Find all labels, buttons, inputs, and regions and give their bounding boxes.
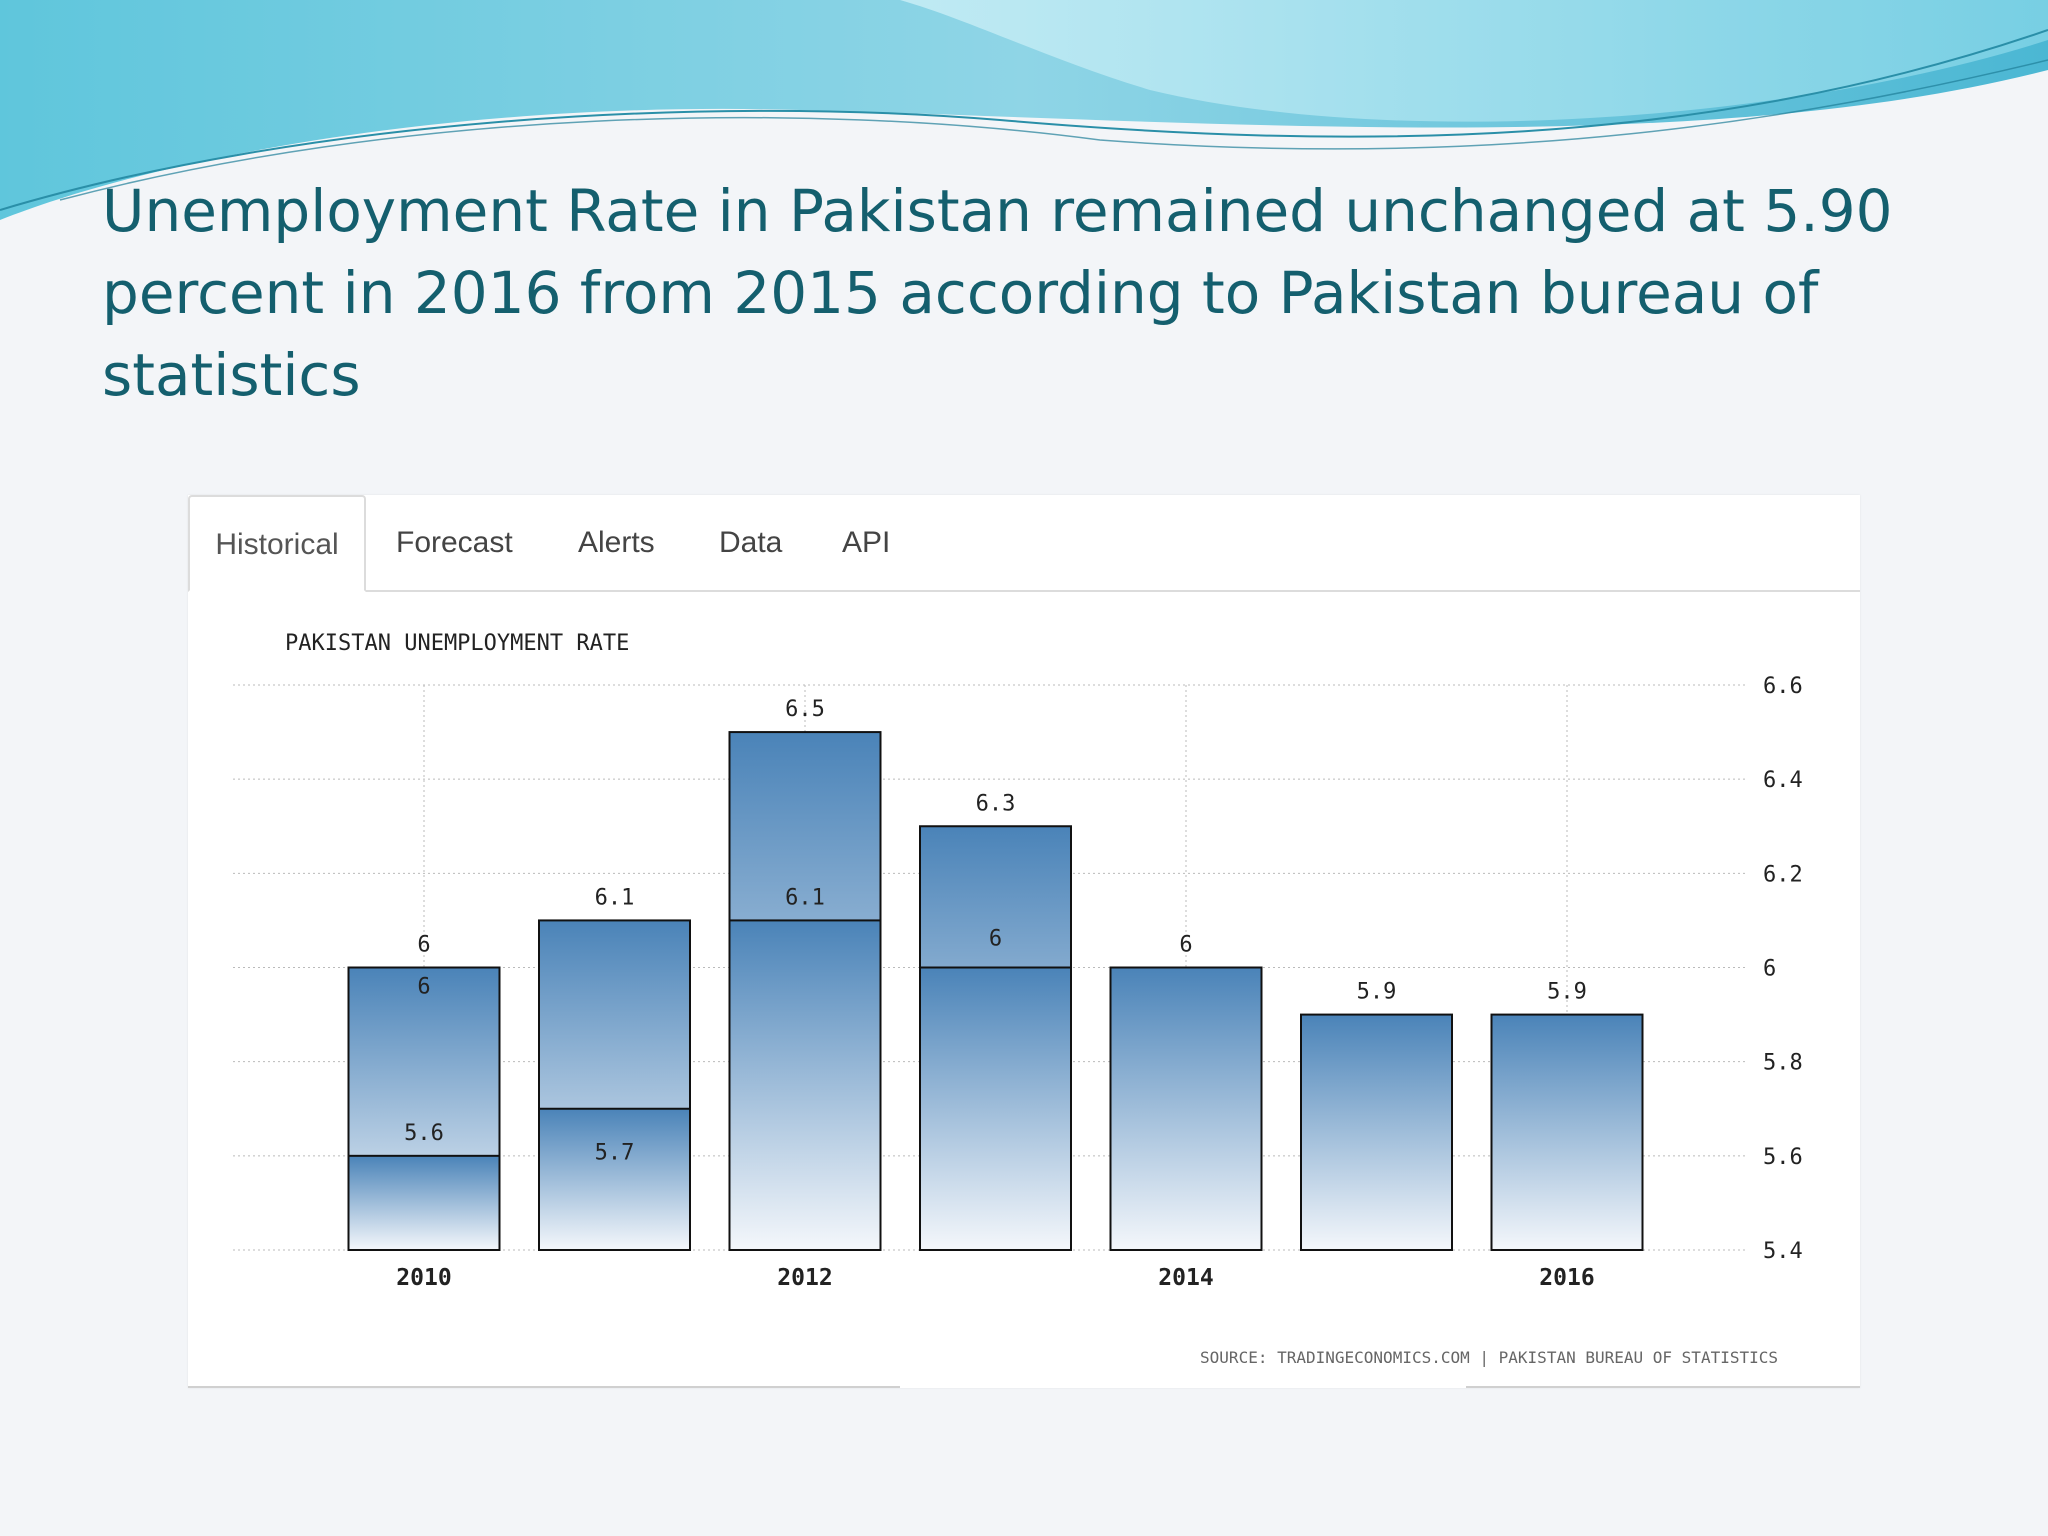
data-label: 6.1 xyxy=(785,885,825,910)
data-label: 6 xyxy=(1179,933,1192,958)
data-label: 6.5 xyxy=(785,697,825,722)
y-tick-label: 5.4 xyxy=(1763,1239,1803,1264)
x-tick-label: 2010 xyxy=(396,1265,451,1291)
bar-2010-series-3 xyxy=(347,1154,501,1251)
y-tick-label: 6 xyxy=(1763,957,1776,982)
y-tick-label: 6.4 xyxy=(1763,768,1803,793)
unemployment-bar-chart: PAKISTAN UNEMPLOYMENT RATE 6 6.1 6.5 6.3 6 5.… xyxy=(233,631,1803,1367)
y-tick-label: 5.6 xyxy=(1763,1145,1803,1170)
y-tick-label: 6.6 xyxy=(1763,674,1803,699)
widget-bottom-border-right xyxy=(1466,1386,1860,1388)
chart-title: PAKISTAN UNEMPLOYMENT RATE xyxy=(285,631,629,656)
tab-historical[interactable]: Historical xyxy=(188,495,366,592)
data-label: 6 xyxy=(989,927,1002,952)
data-label: 6.3 xyxy=(976,791,1016,816)
slide-title: Unemployment Rate in Pakistan remained u… xyxy=(102,177,1893,409)
bar-2011-series-2 xyxy=(538,1107,691,1251)
data-label: 6 xyxy=(417,975,430,1000)
x-tick-label: 2016 xyxy=(1539,1265,1594,1291)
bar-2013-series-2 xyxy=(919,966,1072,1251)
data-label: 6.1 xyxy=(595,885,635,910)
x-tick-label: 2014 xyxy=(1158,1265,1213,1291)
bar-2014-series-1 xyxy=(1109,966,1263,1251)
data-label: 5.9 xyxy=(1357,980,1397,1005)
header-wave-decoration xyxy=(0,0,2048,220)
tab-api[interactable]: API xyxy=(842,526,891,559)
widget-bottom-border-left xyxy=(188,1386,900,1388)
y-tick-label: 5.8 xyxy=(1763,1051,1803,1076)
data-label: 6 xyxy=(417,933,430,958)
bar-2012-series-2 xyxy=(728,919,882,1251)
tab-data[interactable]: Data xyxy=(719,526,783,559)
tab-forecast[interactable]: Forecast xyxy=(396,526,513,559)
data-label: 5.6 xyxy=(404,1121,444,1146)
source-note: SOURCE: TRADINGECONOMICS.COM | PAKISTAN … xyxy=(1200,1348,1778,1367)
chart-widget: Historical Forecast Alerts Data API PAKI… xyxy=(188,495,1860,1388)
tab-bar: Historical Forecast Alerts Data API xyxy=(188,495,1860,592)
bar-2015-series-1 xyxy=(1300,1013,1453,1252)
bar-2016-series-1 xyxy=(1490,1013,1644,1252)
data-label: 5.7 xyxy=(595,1140,635,1165)
y-tick-label: 6.2 xyxy=(1763,862,1803,887)
x-tick-label: 2012 xyxy=(777,1265,832,1291)
tab-alerts[interactable]: Alerts xyxy=(578,526,655,559)
data-label: 5.9 xyxy=(1547,980,1587,1005)
